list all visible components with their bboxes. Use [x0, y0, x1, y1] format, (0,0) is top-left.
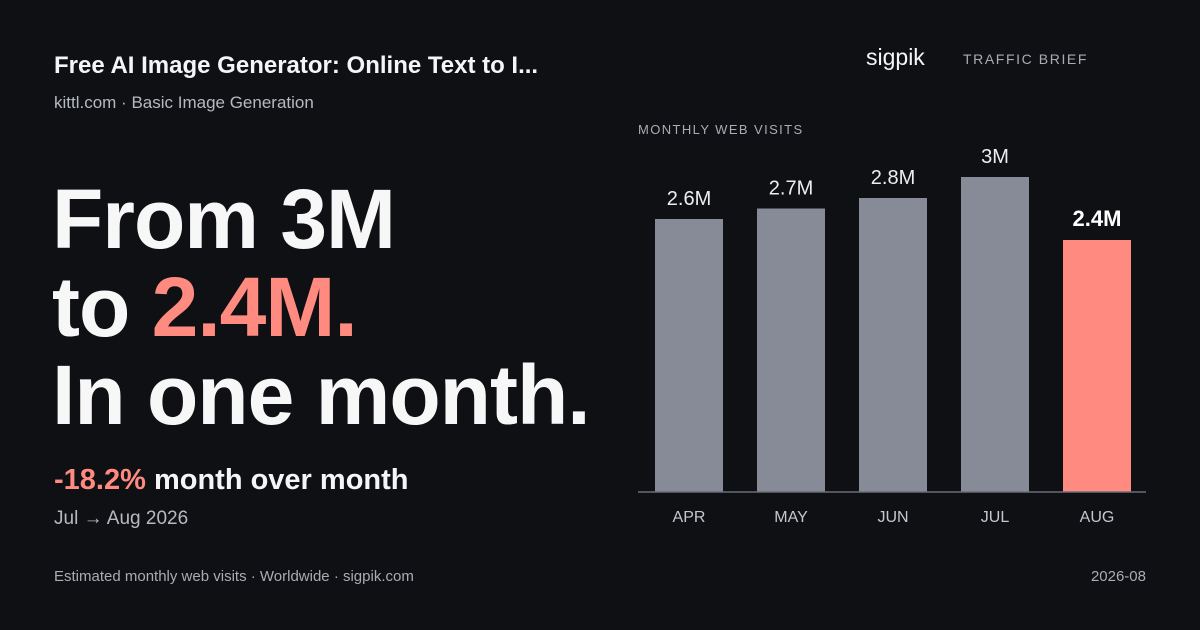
x-tick-jun: JUN	[877, 509, 908, 526]
footer-source: Estimated monthly web visits · Worldwide…	[54, 568, 414, 585]
change-percent: -18.2%	[54, 464, 146, 496]
headline-accent-value: 2.4M.	[151, 260, 358, 354]
headline-line-2: to 2.4M.	[52, 263, 590, 351]
value-label-aug: 2.4M	[1073, 206, 1122, 231]
footer-date: 2026-08	[1090, 568, 1146, 585]
bar-jul	[961, 177, 1029, 492]
x-tick-may: MAY	[774, 509, 808, 526]
headline: From 3M to 2.4M. In one month.	[52, 172, 591, 442]
value-label-jul: 3M	[981, 146, 1009, 168]
brand-tag: TRAFFIC BRIEF	[963, 51, 1089, 67]
bar-may	[757, 208, 825, 492]
bar-aug	[1063, 240, 1131, 492]
change-summary: -18.2% month over month	[54, 464, 409, 497]
headline-line-2-prefix: to	[52, 260, 152, 354]
headline-line-1: From 3M	[52, 172, 396, 266]
chart-title: MONTHLY WEB VISITS	[638, 122, 804, 137]
headline-line-3: In one month.	[52, 348, 591, 442]
x-tick-jul: JUL	[981, 509, 1010, 526]
value-label-apr: 2.6M	[667, 188, 711, 210]
page-subtitle: kittl.com · Basic Image Generation	[54, 93, 314, 112]
bar-apr	[655, 219, 723, 492]
change-label: month over month	[145, 464, 409, 496]
page-title: Free AI Image Generator: Online Text to …	[54, 52, 539, 79]
x-tick-apr: APR	[673, 509, 706, 526]
x-tick-aug: AUG	[1080, 509, 1115, 526]
bar-jun	[859, 198, 927, 492]
change-period: Jul → Aug 2026	[54, 508, 189, 529]
value-label-may: 2.7M	[769, 178, 813, 200]
value-label-jun: 2.8M	[871, 167, 915, 189]
brand-logo: sigpik	[866, 44, 925, 70]
